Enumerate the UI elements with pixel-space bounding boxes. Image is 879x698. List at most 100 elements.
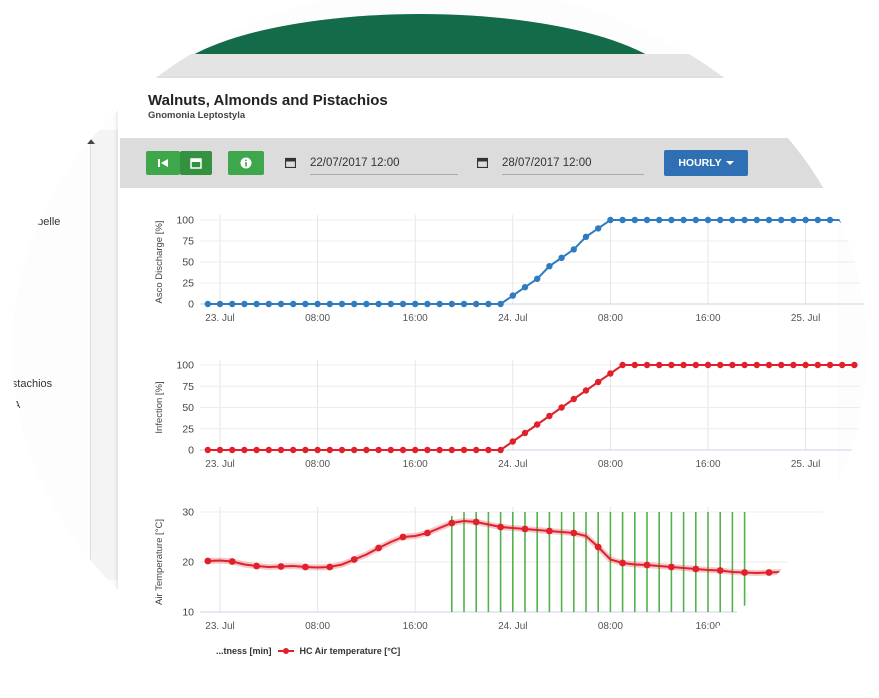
data-point xyxy=(338,300,346,308)
data-point xyxy=(631,361,638,369)
data-point xyxy=(277,300,285,308)
data-point xyxy=(241,300,248,308)
data-point xyxy=(680,216,687,224)
y-tick-label: 10 xyxy=(182,607,194,619)
data-point xyxy=(851,361,858,369)
data-point xyxy=(570,246,577,253)
data-point xyxy=(253,446,260,454)
data-point xyxy=(765,361,773,369)
data-point xyxy=(302,446,309,454)
data-point xyxy=(753,361,760,369)
data-point xyxy=(277,563,285,570)
data-point xyxy=(814,571,822,579)
x-tick-label: 23. Jul xyxy=(205,621,234,632)
x-tick-label: 25. Jul xyxy=(791,459,820,470)
data-point xyxy=(594,543,602,551)
data-point xyxy=(399,533,407,541)
data-point xyxy=(521,284,529,291)
y-tick-label: 50 xyxy=(182,402,194,414)
y-tick-label: 30 xyxy=(182,507,194,519)
x-tick-label: 16:00 xyxy=(403,621,428,632)
data-point xyxy=(497,446,504,454)
data-point xyxy=(741,361,748,369)
data-point xyxy=(668,216,675,224)
data-point xyxy=(448,446,455,454)
data-point xyxy=(290,300,297,308)
y-tick-label: 20 xyxy=(182,557,194,569)
data-point xyxy=(839,216,846,224)
data-point xyxy=(765,216,773,224)
data-point xyxy=(692,565,700,573)
data-point xyxy=(265,300,272,308)
data-point xyxy=(460,300,468,308)
data-point xyxy=(643,361,651,369)
y-tick-label: 100 xyxy=(176,215,194,227)
data-point xyxy=(338,446,346,454)
x-tick-label: 16:00 xyxy=(695,459,720,470)
data-point xyxy=(753,216,760,224)
data-point xyxy=(643,561,651,569)
data-point xyxy=(716,567,724,574)
data-point xyxy=(412,446,419,454)
data-point xyxy=(619,216,626,224)
data-point xyxy=(802,216,809,224)
data-point xyxy=(717,216,724,224)
data-point xyxy=(326,446,333,454)
x-tick-label: 08:00 xyxy=(598,459,623,470)
data-point xyxy=(607,370,614,377)
data-point xyxy=(521,525,529,533)
data-point xyxy=(472,518,480,526)
data-point xyxy=(375,300,382,308)
data-point xyxy=(619,361,626,369)
data-point xyxy=(241,446,248,454)
data-point xyxy=(485,446,492,454)
data-point xyxy=(363,300,370,308)
y-tick-label: 100 xyxy=(176,360,194,372)
data-point xyxy=(228,558,236,565)
y-tick-label: 0 xyxy=(188,299,194,311)
data-point xyxy=(704,216,712,224)
x-tick-label: 24. Jul xyxy=(498,621,527,632)
data-point xyxy=(351,446,358,454)
data-point xyxy=(424,446,431,454)
x-tick-label: 24. Jul xyxy=(498,459,527,470)
data-point xyxy=(363,446,370,454)
legend-marker-temperature xyxy=(277,648,294,654)
data-point xyxy=(302,300,309,308)
data-point xyxy=(826,361,834,369)
data-point xyxy=(546,527,553,535)
data-point xyxy=(485,300,492,308)
data-point xyxy=(350,556,358,563)
legend-item-temperature[interactable]: HC Air temperature [°C] xyxy=(299,646,401,656)
data-point xyxy=(265,446,272,454)
data-point xyxy=(680,361,687,369)
data-point xyxy=(314,300,321,308)
x-tick-label: 08:00 xyxy=(598,313,623,324)
x-tick-label: 08:00 xyxy=(305,459,330,470)
legend-item-wetness[interactable]: ...tness [min] xyxy=(216,646,272,656)
x-tick-label: 08:00 xyxy=(305,621,330,632)
data-point xyxy=(387,446,394,454)
data-point xyxy=(436,300,443,308)
data-point xyxy=(253,562,260,570)
data-point xyxy=(436,446,443,454)
data-point xyxy=(302,563,309,571)
data-point xyxy=(326,300,333,308)
data-point xyxy=(473,446,480,454)
x-tick-label: 08:00 xyxy=(598,621,623,632)
data-point xyxy=(546,412,553,420)
data-point xyxy=(839,361,846,369)
data-point xyxy=(668,563,675,571)
y-tick-label: 75 xyxy=(182,236,194,248)
data-point xyxy=(387,300,394,308)
data-point xyxy=(656,216,663,224)
data-point xyxy=(424,300,431,308)
data-point xyxy=(509,438,516,445)
data-point xyxy=(802,361,809,369)
x-tick-label: 16:00 xyxy=(403,459,428,470)
data-point xyxy=(778,216,785,224)
data-point xyxy=(643,216,651,224)
y-tick-label: 75 xyxy=(182,381,194,393)
x-tick-label: 16:00 xyxy=(695,621,720,632)
